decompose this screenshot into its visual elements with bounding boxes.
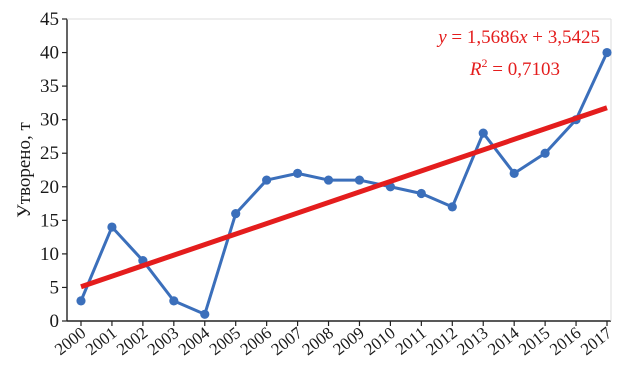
x-tick-label: 2014 xyxy=(484,323,523,359)
data-point xyxy=(231,209,241,219)
y-tick-label: 35 xyxy=(40,76,59,97)
x-tick-label: 2008 xyxy=(299,323,337,359)
y-tick-labels: 0 5 10 15 20 25 30 35 40 45 xyxy=(40,9,67,332)
series-layer xyxy=(76,47,612,319)
x-tick-label: 2004 xyxy=(175,323,214,359)
x-tick-label: 2005 xyxy=(206,323,244,359)
data-point xyxy=(292,168,303,178)
regression-annotation: y = 1,5686x + 3,5425 R2 = 0,7103 xyxy=(436,27,600,80)
x-tick-labels: 2000200120022003200420052006200720082009… xyxy=(51,321,616,359)
y-tick-label: 20 xyxy=(40,177,59,198)
data-point xyxy=(509,168,519,178)
data-point xyxy=(323,175,334,185)
regression-equation: y = 1,5686x + 3,5425 xyxy=(436,27,600,48)
x-tick-label: 2001 xyxy=(82,323,120,359)
x-tick-label: 2002 xyxy=(113,323,151,359)
y-tick-label: 30 xyxy=(40,110,59,131)
x-tick-label: 2007 xyxy=(268,323,307,359)
y-tick-label: 0 xyxy=(50,311,60,332)
y-tick-label: 15 xyxy=(40,210,59,231)
x-tick-label: 2016 xyxy=(546,323,584,359)
y-axis-title: Утворено, т xyxy=(14,122,35,218)
x-tick-label: 2015 xyxy=(515,323,553,359)
data-point xyxy=(540,148,550,158)
r-squared-label: R2 = 0,7103 xyxy=(469,56,560,80)
data-point xyxy=(262,175,272,185)
data-point xyxy=(169,296,179,306)
trendline xyxy=(80,105,608,290)
data-point xyxy=(416,188,426,199)
y-tick-label: 10 xyxy=(40,244,59,265)
series-line xyxy=(79,51,609,316)
x-tick-label: 2003 xyxy=(144,323,182,359)
data-point xyxy=(478,128,488,138)
axes xyxy=(66,18,612,322)
x-tick-label: 2013 xyxy=(453,323,491,359)
data-point xyxy=(447,202,457,212)
x-tick-label: 2017 xyxy=(577,323,616,359)
y-tick-label: 40 xyxy=(40,43,59,64)
x-tick-label: 2011 xyxy=(392,323,430,359)
y-tick-label: 45 xyxy=(40,9,59,30)
data-point xyxy=(200,309,210,319)
trendline-layer xyxy=(80,105,608,290)
data-point xyxy=(76,296,86,306)
y-tick-label: 5 xyxy=(50,277,60,298)
x-tick-label: 2010 xyxy=(360,323,398,359)
x-tick-label: 2006 xyxy=(237,323,275,359)
x-tick-label: 2009 xyxy=(329,323,367,359)
y-tick-label: 25 xyxy=(40,143,59,164)
x-tick-label: 2012 xyxy=(422,323,460,359)
data-point xyxy=(107,222,117,232)
data-point xyxy=(602,47,612,58)
data-point xyxy=(354,175,365,185)
